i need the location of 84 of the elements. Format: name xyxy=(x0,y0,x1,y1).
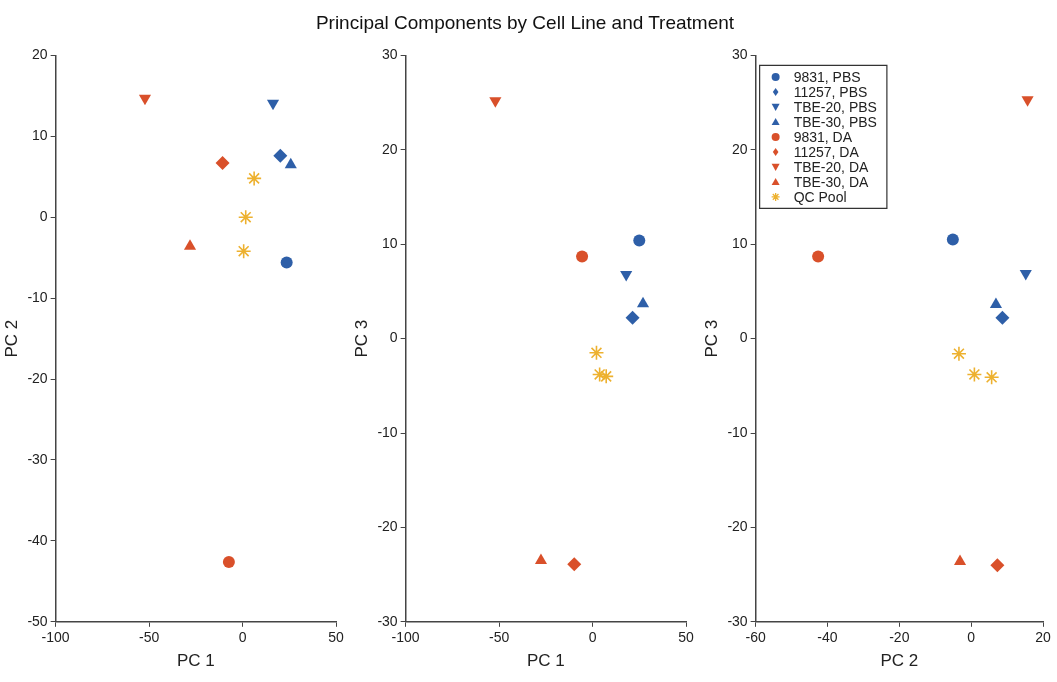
point xyxy=(235,243,252,260)
point xyxy=(620,270,633,282)
y-tick-label: 30 xyxy=(732,46,748,63)
point xyxy=(633,234,646,247)
point xyxy=(1019,269,1032,281)
y-tick-label: -10 xyxy=(377,423,398,440)
y-tick-label: -10 xyxy=(727,423,748,440)
point xyxy=(598,368,614,385)
x-axis-title: PC 1 xyxy=(176,651,215,671)
point xyxy=(273,148,288,163)
point xyxy=(625,310,640,325)
y-axis-title: PC 3 xyxy=(351,319,371,358)
point xyxy=(588,344,605,361)
x-tick-label: 50 xyxy=(328,629,344,646)
y-tick-label: 10 xyxy=(382,235,398,252)
x-tick-label: -50 xyxy=(138,629,160,646)
legend-label: TBE-30, PBS xyxy=(793,113,877,130)
y-tick-label: -40 xyxy=(27,531,48,548)
x-tick-label: -100 xyxy=(391,629,420,646)
legend-label: TBE-20, DA xyxy=(793,158,869,175)
y-tick-label: -10 xyxy=(27,289,48,305)
y-tick-label: 10 xyxy=(732,235,748,252)
point xyxy=(266,99,280,111)
point xyxy=(946,233,959,246)
point xyxy=(1021,96,1034,107)
y-tick-label: -30 xyxy=(27,450,48,467)
point xyxy=(280,256,293,269)
x-tick-label: -50 xyxy=(488,629,510,646)
legend-label: TBE-20, PBS xyxy=(793,98,877,115)
y-tick-label: -30 xyxy=(377,612,398,629)
point xyxy=(215,156,230,171)
point xyxy=(489,97,502,108)
point xyxy=(138,94,152,106)
chart-title: Principal Components by Cell Line and Treatment xyxy=(314,12,736,34)
y-tick-label: -20 xyxy=(27,369,48,386)
point xyxy=(995,310,1010,325)
point xyxy=(237,209,254,226)
y-tick-label: 20 xyxy=(382,140,398,157)
point xyxy=(989,297,1003,309)
legend-label: TBE-30, DA xyxy=(793,173,869,190)
y-tick-label: 30 xyxy=(382,46,398,63)
point xyxy=(812,250,825,263)
y-tick-label: 0 xyxy=(39,208,48,225)
point xyxy=(567,557,582,572)
x-tick-label: -20 xyxy=(889,629,910,646)
point xyxy=(222,555,235,568)
y-axis-title: PC 3 xyxy=(701,319,721,358)
point xyxy=(966,366,983,383)
x-tick-label: 0 xyxy=(238,629,247,646)
y-tick-label: 20 xyxy=(32,46,48,63)
point xyxy=(576,250,589,263)
y-axis-title: PC 2 xyxy=(1,319,21,358)
x-axis-title: PC 2 xyxy=(880,651,919,671)
x-tick-label: 50 xyxy=(678,629,694,646)
y-tick-label: -50 xyxy=(27,612,48,629)
point xyxy=(951,345,967,362)
y-tick-label: 0 xyxy=(739,329,748,346)
x-tick-label: -40 xyxy=(817,629,838,646)
y-tick-label: 10 xyxy=(32,127,48,144)
y-tick-label: 0 xyxy=(389,329,398,346)
legend-label: 11257, DA xyxy=(793,143,860,160)
point xyxy=(183,239,197,250)
x-tick-label: -60 xyxy=(745,629,766,646)
point xyxy=(990,558,1005,573)
legend-label: 9831, DA xyxy=(793,128,853,145)
point xyxy=(983,369,1000,386)
y-tick-label: -20 xyxy=(727,518,748,535)
point xyxy=(534,553,548,564)
legend-label: QC Pool xyxy=(793,188,847,205)
x-tick-label: 0 xyxy=(588,629,597,646)
point xyxy=(246,170,262,187)
legend-label: 9831, PBS xyxy=(793,68,861,85)
y-tick-label: -30 xyxy=(727,612,748,629)
y-tick-label: -20 xyxy=(377,518,398,535)
x-tick-label: -100 xyxy=(41,629,70,646)
point xyxy=(591,366,608,383)
x-tick-label: 0 xyxy=(967,629,976,646)
point xyxy=(284,157,297,169)
x-axis-title: PC 1 xyxy=(526,651,565,671)
legend-label: 11257, PBS xyxy=(793,83,868,100)
point xyxy=(953,554,967,565)
point xyxy=(636,296,650,308)
y-tick-label: 20 xyxy=(732,140,748,157)
x-tick-label: 20 xyxy=(1035,629,1051,646)
